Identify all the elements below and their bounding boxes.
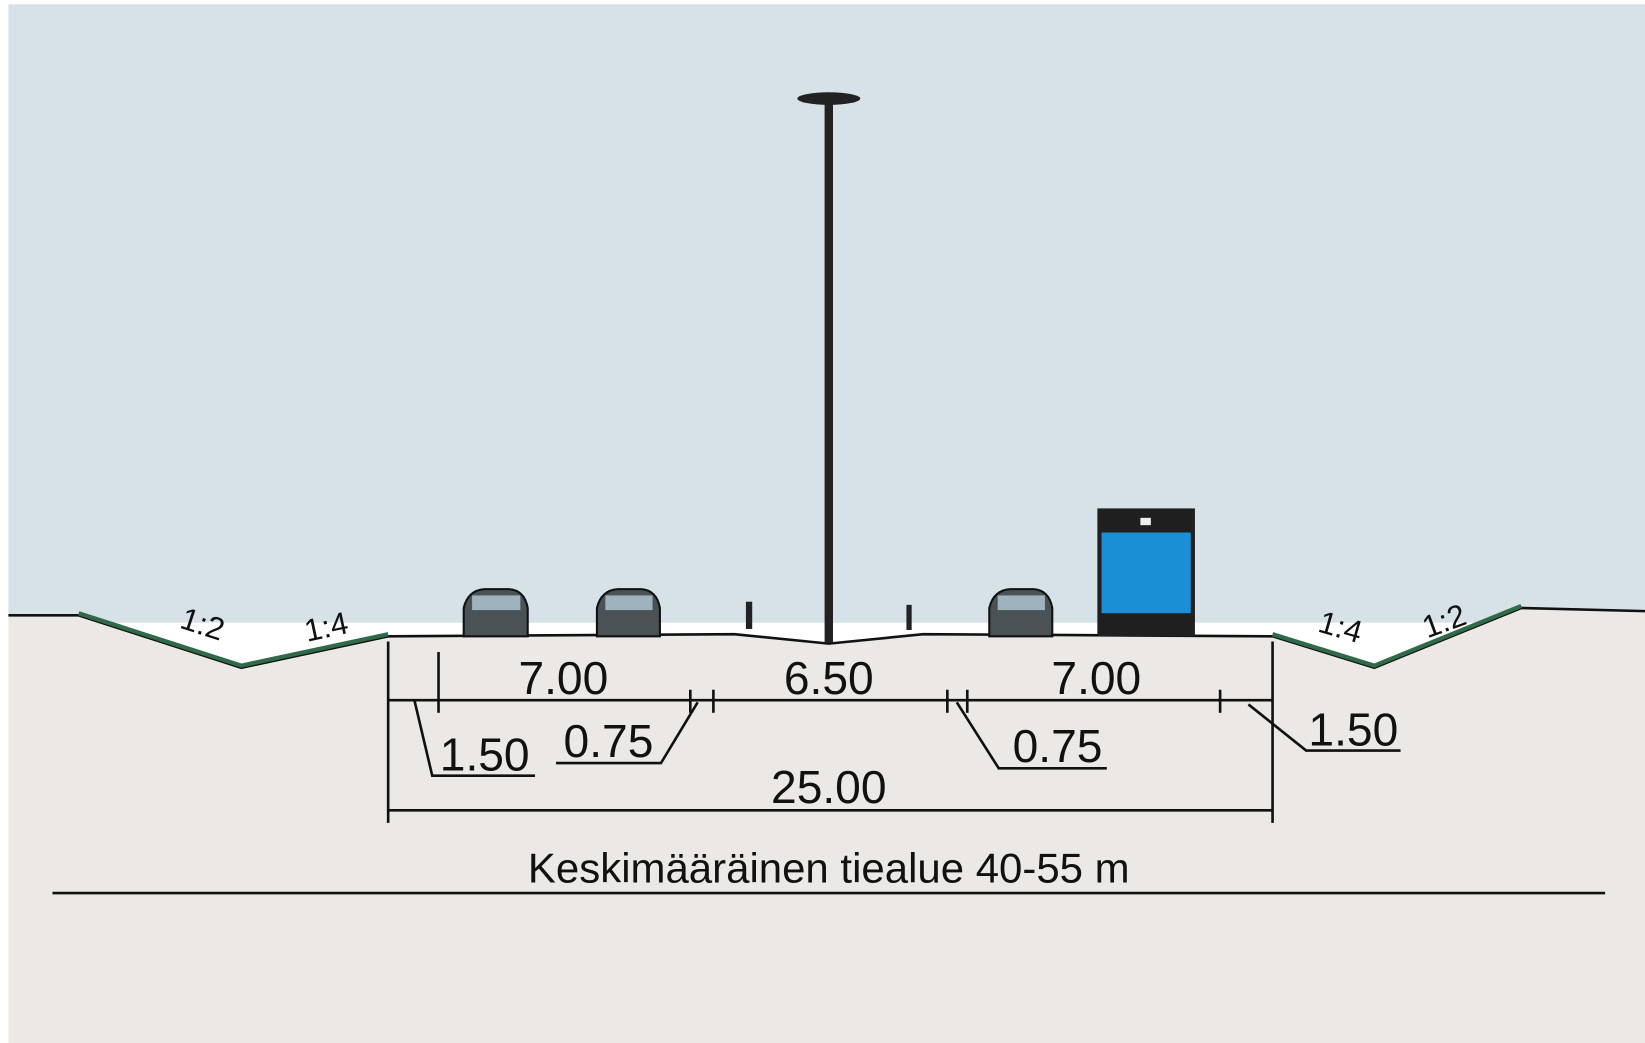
bus xyxy=(1097,508,1195,637)
dimension-label: 0.75 xyxy=(1013,720,1103,772)
caption: Keskimääräinen tiealue 40-55 m xyxy=(528,845,1130,892)
car xyxy=(595,588,661,638)
car xyxy=(462,588,529,638)
post xyxy=(745,601,753,629)
dimension-label: 0.75 xyxy=(564,715,654,767)
dimension-label: 1.50 xyxy=(440,728,530,780)
lamp xyxy=(797,92,861,105)
dimension-label: 7.00 xyxy=(1051,652,1141,704)
dimension-label: 7.00 xyxy=(518,652,608,704)
grass xyxy=(78,603,1522,668)
light-pole xyxy=(824,99,833,643)
car xyxy=(988,588,1054,638)
dimension-label: 6.50 xyxy=(784,652,874,704)
dimension-lines xyxy=(52,641,1606,895)
dimension-label: 1.50 xyxy=(1308,703,1398,755)
dimension-label: 25.00 xyxy=(771,761,886,813)
post xyxy=(906,604,912,630)
